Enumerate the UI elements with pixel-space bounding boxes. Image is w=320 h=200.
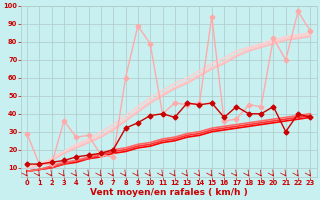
X-axis label: Vent moyen/en rafales ( km/h ): Vent moyen/en rafales ( km/h ) xyxy=(90,188,248,197)
